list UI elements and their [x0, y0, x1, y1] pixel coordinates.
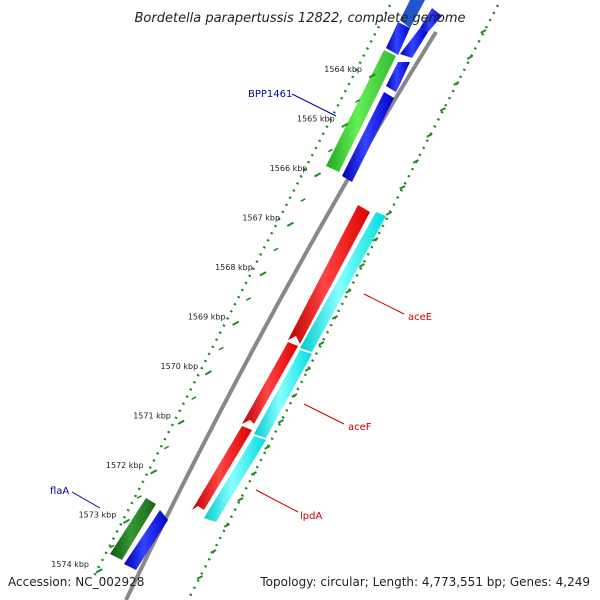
outer-tick — [372, 237, 379, 242]
outer-tick — [466, 55, 473, 60]
minor-tick — [218, 346, 224, 351]
minor-tick — [245, 297, 252, 301]
outer-tick — [196, 575, 203, 580]
gene-label-acef: aceF — [348, 422, 372, 433]
feature-cyan-2 — [254, 350, 312, 438]
tick-ring-dotted — [90, 4, 392, 581]
outer-tick — [304, 367, 311, 372]
cds-forward-1565 — [386, 62, 410, 92]
outer-tick — [412, 159, 419, 164]
outer-tick — [210, 549, 217, 554]
minor-tick — [300, 198, 306, 202]
major-tick — [341, 122, 349, 128]
map-title: Bordetella parapertussis 12822, complete… — [135, 11, 466, 26]
major-tick — [286, 221, 294, 227]
outer-tick — [385, 211, 392, 216]
tick-label: 1567 kbp — [242, 214, 280, 223]
outer-ring-dotted — [186, 4, 500, 600]
minor-tick — [191, 396, 197, 400]
major-tick — [150, 469, 158, 475]
outer-tick — [439, 107, 446, 112]
outer-tick — [250, 471, 257, 476]
feature-cyan-1 — [300, 212, 386, 352]
cds-forward-top-b — [386, 22, 410, 55]
minor-tick — [109, 544, 115, 549]
gene-label-bpp1461: BPP1461 — [248, 89, 292, 100]
tick-label: 1572 kbp — [106, 461, 144, 470]
cds-forward-1566 — [342, 92, 394, 182]
outer-tick — [237, 497, 244, 502]
major-tick — [232, 320, 240, 326]
tick-label: 1574 kbp — [51, 560, 89, 569]
cds-forward-flaa — [124, 510, 168, 570]
outer-tick — [264, 445, 271, 450]
gene-label-lpda: lpdA — [300, 511, 322, 522]
tick-label: 1566 kbp — [270, 164, 308, 173]
minor-tick — [355, 99, 361, 103]
cds-forward-top-d — [400, 28, 428, 58]
cds-forward-top-a — [400, 0, 425, 28]
label-line-lpda — [255, 489, 299, 513]
major-tick — [204, 370, 212, 376]
feature-cyan-3 — [204, 436, 266, 522]
tick-label: 1568 kbp — [215, 263, 253, 272]
gene-label-acee: aceE — [408, 312, 432, 323]
minor-tick — [136, 495, 142, 499]
cds-acee — [288, 205, 370, 344]
minor-tick — [273, 247, 279, 252]
label-line-flaa — [71, 491, 101, 509]
cds-acef — [242, 342, 298, 424]
major-tick — [368, 73, 376, 79]
outer-tick — [291, 393, 298, 398]
tick-label: 1564 kbp — [324, 65, 362, 74]
outer-tick — [480, 29, 487, 34]
major-tick — [314, 172, 322, 178]
label-line-bpp1461 — [291, 93, 337, 117]
minor-tick — [164, 445, 170, 450]
outer-tick — [399, 185, 406, 190]
outer-tick — [318, 341, 325, 346]
major-tick — [259, 271, 267, 277]
gene-label-flaa: flaA — [50, 486, 69, 497]
label-line-acef — [303, 403, 345, 425]
gene-bpp1461 — [326, 50, 396, 172]
outer-tick — [277, 419, 284, 424]
tick-label: 1570 kbp — [160, 362, 198, 371]
cds-forward-top-c — [420, 8, 442, 32]
outer-tick — [426, 133, 433, 138]
outer-tick — [331, 315, 338, 320]
tick-marks: 1564 kbp 1565 kbp 1566 kbp 1567 kbp 1568 kbp… — [51, 29, 487, 580]
major-tick — [177, 419, 185, 425]
gene-flaa — [110, 498, 156, 560]
tick-label: 1569 kbp — [188, 313, 226, 322]
tick-label: 1565 kbp — [297, 115, 335, 124]
minor-tick — [327, 148, 333, 153]
tick-label: 1571 kbp — [133, 412, 171, 421]
genome-backbone — [124, 30, 438, 600]
outer-tick — [223, 523, 230, 528]
outer-tick — [453, 81, 460, 86]
major-tick — [95, 568, 103, 574]
outer-tick — [345, 289, 352, 294]
cds-lpda — [192, 426, 252, 510]
topology-text: Topology: circular; Length: 4,773,551 bp… — [259, 575, 590, 589]
tick-label: 1573 kbp — [79, 511, 117, 520]
major-tick — [122, 518, 131, 524]
outer-tick — [358, 263, 365, 268]
label-line-acee — [363, 293, 405, 315]
accession-text: Accession: NC_002928 — [8, 575, 144, 589]
